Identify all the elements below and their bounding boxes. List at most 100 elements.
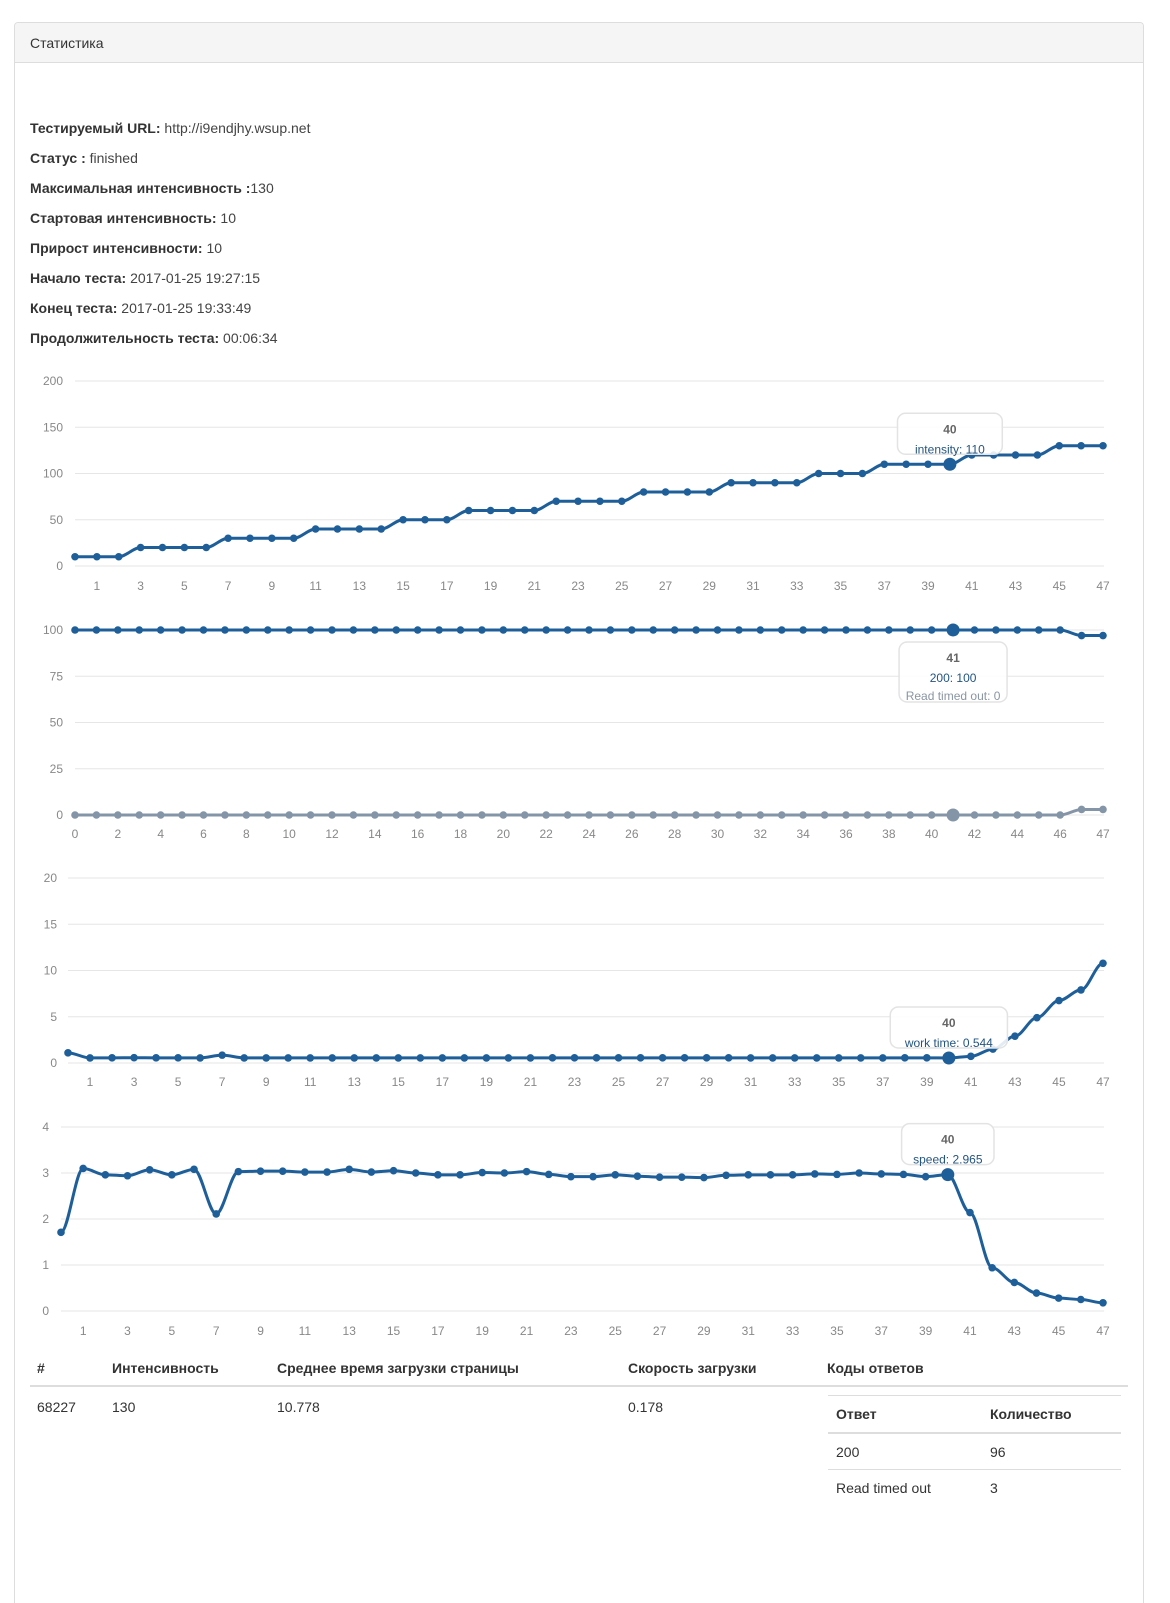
info-label: Стартовая интенсивность: bbox=[30, 210, 217, 226]
work-time-data-point bbox=[878, 1054, 887, 1062]
response-codes-data-point bbox=[606, 626, 615, 634]
response-codes-x-tick-label: 24 bbox=[582, 827, 596, 841]
response-codes-data-point bbox=[885, 626, 893, 634]
intensity-data-point bbox=[618, 497, 626, 506]
intensity-data-point bbox=[1077, 441, 1085, 450]
response-code: 200 bbox=[836, 1444, 860, 1460]
intensity-data-point bbox=[814, 469, 823, 478]
work-time-data-point bbox=[218, 1051, 226, 1059]
work-time-data-point bbox=[262, 1054, 270, 1062]
response-codes-data-point bbox=[906, 626, 915, 634]
speed-data-point bbox=[1054, 1294, 1063, 1302]
work-time-data-point bbox=[768, 1054, 777, 1062]
response-codes-data-point bbox=[1013, 626, 1022, 634]
intensity-x-tick-label: 37 bbox=[878, 579, 892, 593]
response-codes-data-point bbox=[114, 626, 122, 634]
speed-data-point bbox=[101, 1171, 110, 1179]
speed-x-tick-label: 21 bbox=[520, 1324, 534, 1338]
cell-load-speed: 0.178 bbox=[628, 1399, 664, 1415]
response-codes-data-point bbox=[435, 811, 443, 819]
speed-x-tick-label: 7 bbox=[213, 1324, 220, 1338]
work-time-data-point bbox=[790, 1054, 799, 1062]
speed-data-point bbox=[722, 1171, 730, 1180]
speed-y-tick-label: 3 bbox=[42, 1166, 49, 1180]
intensity-data-point bbox=[1033, 451, 1042, 459]
speed-data-point bbox=[57, 1228, 65, 1237]
column-header-count: Количество bbox=[990, 1406, 1072, 1422]
speed-x-tick-label: 19 bbox=[476, 1324, 490, 1338]
intensity-data-point bbox=[552, 497, 560, 506]
speed-y-tick-label: 1 bbox=[42, 1258, 49, 1272]
response-codes-data-point bbox=[92, 811, 101, 819]
intensity-x-tick-label: 13 bbox=[353, 579, 367, 593]
speed-data-point bbox=[434, 1171, 442, 1179]
work-time-data-point bbox=[174, 1054, 182, 1062]
work-time-x-tick-label: 39 bbox=[920, 1075, 934, 1089]
response-codes-y-tick-label: 25 bbox=[50, 762, 64, 776]
response-codes-x-tick-label: 38 bbox=[882, 827, 896, 841]
speed-data-point bbox=[1099, 1299, 1107, 1307]
table-header-divider bbox=[30, 1385, 1128, 1387]
speed-data-point bbox=[744, 1171, 753, 1179]
info-intensity-step: Прирост интенсивности: 10 bbox=[30, 239, 310, 269]
intensity-data-point bbox=[683, 488, 692, 496]
response-codes-data-point bbox=[628, 811, 636, 819]
intensity-tooltip-title: 40 bbox=[943, 422, 957, 436]
info-label: Прирост интенсивности: bbox=[30, 240, 203, 256]
work-time-data-point bbox=[504, 1054, 513, 1062]
speed-data-point bbox=[966, 1208, 974, 1217]
info-status: Статус : finished bbox=[30, 149, 310, 179]
work-time-data-point bbox=[636, 1054, 645, 1062]
response-codes-data-point bbox=[71, 811, 79, 819]
speed-x-tick-label: 25 bbox=[609, 1324, 623, 1338]
work-time-data-point bbox=[923, 1054, 931, 1062]
intensity-data-point bbox=[224, 534, 232, 543]
info-label: Статус : bbox=[30, 150, 86, 166]
intensity-y-tick-label: 50 bbox=[50, 513, 64, 527]
intensity-data-point bbox=[399, 515, 407, 524]
response-codes-data-point bbox=[842, 626, 850, 634]
work-time-data-point bbox=[64, 1049, 72, 1057]
response-codes-data-point bbox=[863, 626, 872, 634]
info-label: Максимальная интенсивность : bbox=[30, 180, 251, 196]
speed-data-point bbox=[145, 1165, 154, 1174]
response-codes-data-point bbox=[456, 626, 465, 634]
response-codes-data-point bbox=[499, 811, 508, 819]
info-url: Тестируемый URL: http://i9endjhy.wsup.ne… bbox=[30, 119, 310, 149]
work-time-data-point bbox=[306, 1054, 315, 1062]
response-codes-x-tick-label: 32 bbox=[754, 827, 768, 841]
response-codes-data-point bbox=[713, 626, 722, 634]
response-codes-x-tick-label: 34 bbox=[796, 827, 810, 841]
intensity-data-point bbox=[749, 478, 757, 487]
speed-data-point bbox=[168, 1171, 176, 1179]
intensity-data-point bbox=[943, 457, 957, 471]
response-codes-data-point bbox=[1013, 811, 1022, 819]
column-header-load-speed: Скорость загрузки bbox=[628, 1360, 757, 1376]
speed-y-tick-label: 4 bbox=[42, 1120, 49, 1134]
intensity-y-tick-label: 150 bbox=[43, 420, 63, 434]
speed-data-point bbox=[234, 1167, 243, 1176]
info-test-duration: Продолжительность теста: 00:06:34 bbox=[30, 329, 310, 359]
response-codes-data-point bbox=[670, 626, 679, 634]
speed-data-point bbox=[123, 1171, 132, 1180]
speed-data-point bbox=[367, 1168, 376, 1176]
speed-x-tick-label: 5 bbox=[169, 1324, 176, 1338]
response-codes-data-point bbox=[178, 811, 186, 819]
speed-data-point bbox=[633, 1172, 642, 1181]
response-codes-data-point bbox=[135, 626, 144, 634]
speed-data-point bbox=[567, 1172, 575, 1181]
response-codes-data-point bbox=[735, 811, 743, 819]
response-codes-x-tick-label: 36 bbox=[839, 827, 853, 841]
response-codes-x-tick-label: 42 bbox=[968, 827, 982, 841]
response-codes-data-point bbox=[799, 811, 807, 819]
intensity-data-point bbox=[355, 525, 364, 533]
response-codes-x-tick-label: 30 bbox=[711, 827, 725, 841]
intensity-data-point bbox=[71, 552, 79, 561]
speed-tooltip-value: speed: 2.965 bbox=[913, 1153, 983, 1167]
speed-y-tick-label: 0 bbox=[42, 1304, 49, 1318]
intensity-data-point bbox=[464, 506, 473, 515]
test-info: Тестируемый URL: http://i9endjhy.wsup.ne… bbox=[30, 119, 310, 359]
speed-data-point bbox=[456, 1171, 464, 1179]
response-codes-x-tick-label: 44 bbox=[1011, 827, 1025, 841]
